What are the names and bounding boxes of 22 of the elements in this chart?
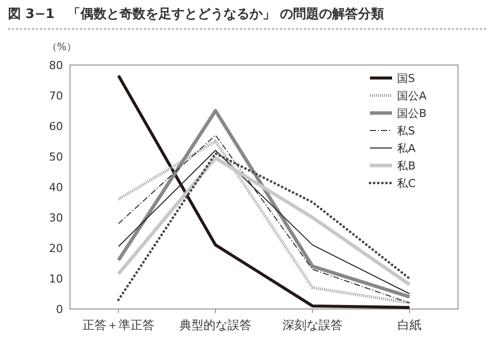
chart-title: 図 3−1 「偶数と奇数を足すとどうなるか」 の問題の解答分類 [8, 7, 384, 22]
x-tick-label: 深刻な誤答 [282, 318, 342, 332]
legend-label: 私S [397, 124, 415, 138]
legend-label: 私C [397, 177, 416, 190]
y-tick-label: 30 [49, 212, 63, 224]
y-axis-title: （%） [47, 42, 77, 53]
y-tick-label: 50 [49, 150, 63, 164]
y-tick-label: 10 [49, 272, 63, 286]
y-tick-label: 0 [56, 303, 63, 316]
y-tick-label: 80 [49, 59, 63, 72]
y-tick-label: 70 [49, 90, 63, 102]
y-tick-label: 20 [49, 242, 63, 255]
x-tick-label: 典型的な誤答 [180, 318, 252, 332]
x-tick-label: 正答＋準正答 [82, 318, 154, 332]
x-tick-label: 白紙 [398, 318, 422, 332]
y-tick-label: 60 [49, 120, 63, 133]
legend-label: 私A [397, 142, 416, 155]
legend-label: 国S [397, 72, 415, 85]
legend-label: 国公B [397, 107, 427, 120]
legend-label: 国公A [397, 90, 427, 102]
y-tick-label: 40 [49, 181, 63, 194]
legend-label: 私B [397, 160, 416, 172]
